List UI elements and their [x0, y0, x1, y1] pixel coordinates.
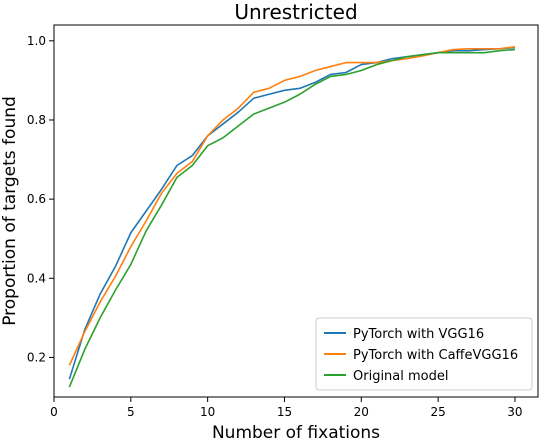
x-tick-label: 30	[507, 405, 522, 419]
x-tick-label: 10	[200, 405, 215, 419]
legend-label: PyTorch with VGG16	[353, 327, 484, 342]
x-tick-label: 20	[354, 405, 369, 419]
x-tick-label: 15	[277, 405, 292, 419]
y-tick-label: 0.6	[27, 192, 46, 206]
legend: PyTorch with VGG16 PyTorch with CaffeVGG1…	[315, 317, 533, 391]
y-tick-label: 0.4	[27, 271, 46, 285]
x-axis-label: Number of fixations	[212, 423, 380, 442]
series-line-3	[68, 48, 516, 388]
legend-box	[315, 317, 533, 391]
y-tick-label: 0.8	[27, 113, 46, 127]
chart-title: Unrestricted	[234, 0, 357, 24]
y-tick-label: 1.0	[27, 34, 46, 48]
legend-label: Original model	[353, 369, 448, 384]
y-tick-label: 0.2	[27, 350, 46, 364]
plot-frame	[53, 24, 539, 398]
y-axis-label: Proportion of targets found	[0, 96, 20, 326]
x-tick-label: 0	[50, 405, 58, 419]
x-tick-label: 25	[430, 405, 445, 419]
x-tick-label: 5	[127, 405, 135, 419]
legend-label: PyTorch with CaffeVGG16	[353, 348, 518, 363]
